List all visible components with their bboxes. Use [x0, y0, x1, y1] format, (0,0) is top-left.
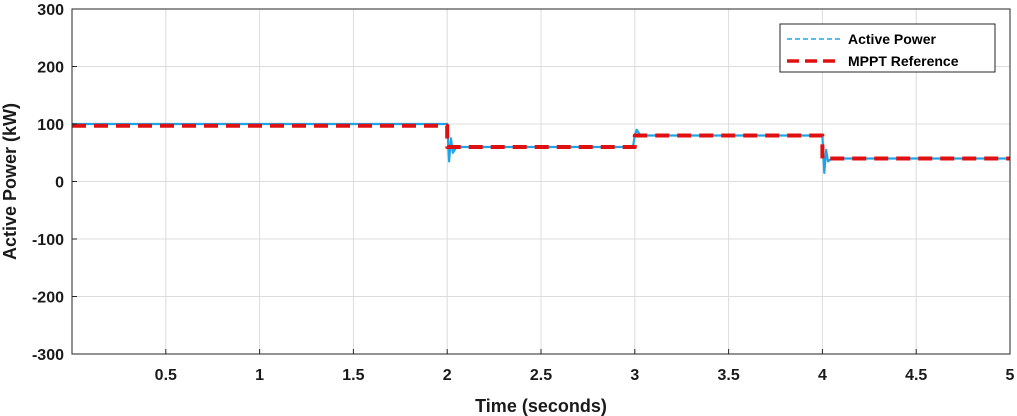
x-tick-label: 2.5	[530, 367, 552, 384]
y-tick-label: -100	[32, 232, 64, 249]
series-line-mppt-reference	[72, 123, 1010, 161]
x-tick-label: 1.5	[342, 367, 364, 384]
legend-label-active-power: Active Power	[848, 31, 936, 47]
legend-label-mppt-reference: MPPT Reference	[848, 53, 959, 69]
x-tick-label: 3	[630, 367, 639, 384]
legend: Active Power MPPT Reference	[779, 23, 996, 73]
y-tick-label: -200	[32, 290, 64, 307]
series-layer	[72, 122, 1010, 174]
y-axis-title: Active Power (kW)	[0, 103, 20, 260]
x-tick-label: 2	[443, 367, 452, 384]
y-tick-label: 100	[37, 117, 64, 134]
y-tick-label: 300	[37, 2, 64, 19]
tick-labels: 0.5 1 1.5 2 2.5 3 3.5 4 4.5 5 -300 -200 -100 0 100 200 3…	[32, 2, 1015, 384]
x-axis-title: Time (seconds)	[475, 396, 607, 416]
y-tick-label: 0	[55, 175, 64, 192]
y-tick-label: -300	[32, 347, 64, 364]
x-tick-label: 0.5	[155, 367, 177, 384]
x-tick-label: 1	[255, 367, 264, 384]
x-tick-label: 4.5	[905, 367, 927, 384]
x-tick-label: 4	[818, 367, 827, 384]
x-tick-label: 3.5	[717, 367, 739, 384]
legend-box	[779, 23, 996, 73]
y-tick-label: 200	[37, 60, 64, 77]
series-line-active-power	[72, 122, 1010, 174]
x-tick-label: 5	[1006, 367, 1015, 384]
